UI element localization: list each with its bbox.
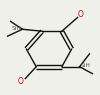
Text: SiH: SiH — [81, 63, 90, 68]
Text: O: O — [18, 77, 23, 86]
Text: SiH: SiH — [12, 26, 21, 31]
Text: O: O — [78, 10, 84, 19]
